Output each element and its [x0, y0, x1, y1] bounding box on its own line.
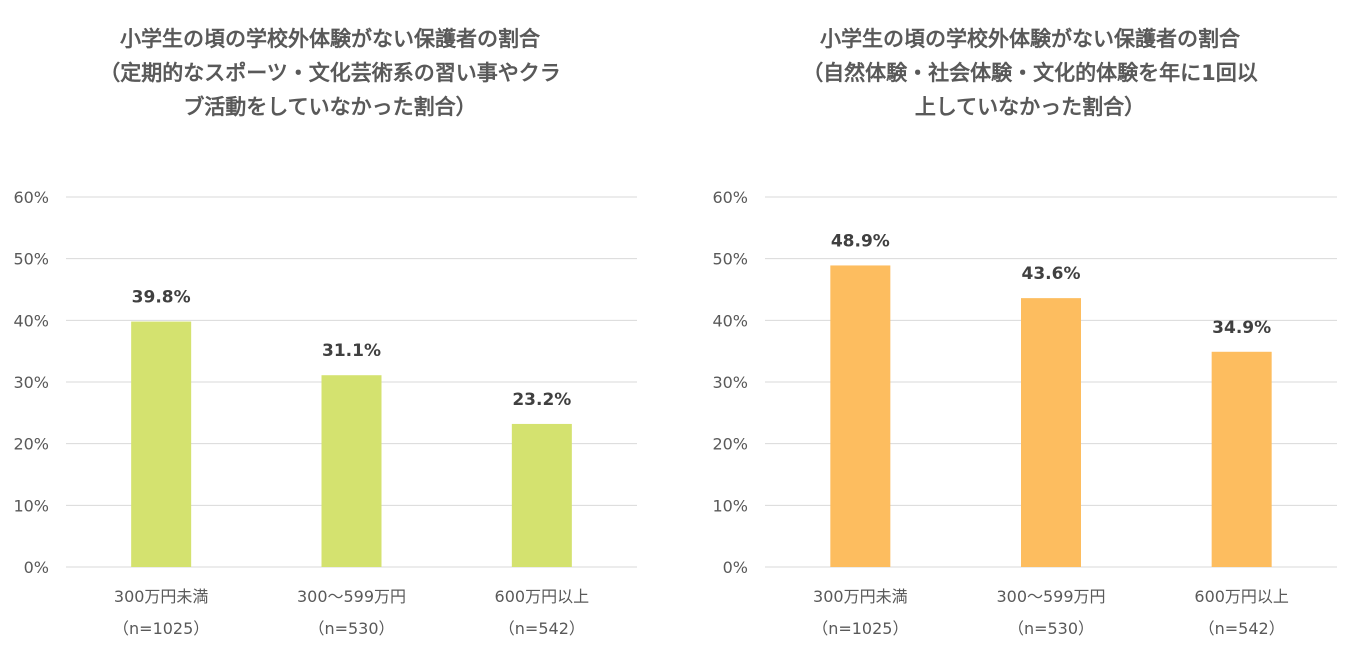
chart-right-title-line-3: 上していなかった割合）: [914, 95, 1146, 119]
chart-left-title-line-1: 小学生の頃の学校外体験がない保護者の割合: [120, 27, 540, 51]
chart-left-title-line-3: ブ活動をしていなかった割合）: [183, 95, 477, 119]
chart-right-bar: [830, 265, 891, 567]
chart-right-ytick-label: 10%: [712, 496, 748, 515]
chart-right-ytick-label: 50%: [712, 250, 748, 269]
chart-right-category-label: 300〜599万円: [996, 587, 1105, 606]
chart-left-ytick-label: 30%: [13, 373, 49, 392]
chart-left-ytick-label: 50%: [13, 250, 49, 269]
chart-right-category-note: （n=530）: [1008, 619, 1094, 638]
chart-right-data-label: 48.9%: [831, 231, 890, 251]
chart-right-ytick-label: 30%: [712, 373, 748, 392]
chart-right-ytick-label: 20%: [712, 435, 748, 454]
chart-right-category-label: 600万円以上: [1194, 587, 1289, 606]
chart-left-category-note: （n=542）: [499, 619, 585, 638]
chart-left-category-label: 300万円未満: [114, 587, 209, 606]
chart-left-category-label: 300〜599万円: [297, 587, 406, 606]
chart-right-plot: 0% 10% 20% 30% 40% 50% 60% 48.9% 300万円未満 （n=1025）…: [712, 188, 1337, 638]
chart-left-plot: 0% 10% 20% 30% 40% 50% 60% 39.8% 300万円未満 （n=1025）…: [13, 188, 637, 638]
chart-right-data-label: 43.6%: [1022, 264, 1081, 284]
chart-right-ytick-label: 60%: [712, 188, 748, 207]
chart-left-bar: [131, 321, 192, 567]
chart-left-category-label: 600万円以上: [495, 587, 590, 606]
chart-left-ytick-label: 0%: [24, 558, 49, 577]
chart-right-title-line-2: （自然体験・社会体験・文化的体験を年に1回以: [802, 61, 1258, 85]
chart-left-bar: [321, 375, 382, 567]
chart-left-data-label: 23.2%: [512, 390, 571, 410]
chart-right-category-note: （n=1025）: [812, 619, 908, 638]
chart-right-ytick-label: 0%: [723, 558, 748, 577]
chart-left-ytick-label: 60%: [13, 188, 49, 207]
chart-left-panel: 小学生の頃の学校外体験がない保護者の割合 （定期的なスポーツ・文化芸術系の習い事…: [13, 22, 637, 638]
chart-right-bar: [1021, 298, 1081, 567]
chart-left-title: 小学生の頃の学校外体験がない保護者の割合 （定期的なスポーツ・文化芸術系の習い事…: [40, 22, 620, 124]
chart-right-title-line-1: 小学生の頃の学校外体験がない保護者の割合: [820, 27, 1240, 51]
chart-left-data-label: 31.1%: [322, 341, 381, 361]
chart-left-ytick-label: 40%: [13, 311, 49, 330]
chart-left-category-note: （n=1025）: [113, 619, 209, 638]
chart-right-ytick-label: 40%: [712, 311, 748, 330]
chart-left-ytick-label: 10%: [13, 496, 49, 515]
chart-right-category-label: 300万円未満: [813, 587, 908, 606]
chart-left-ytick-label: 20%: [13, 435, 49, 454]
chart-right-bar: [1211, 351, 1272, 567]
chart-right-data-label: 34.9%: [1212, 318, 1271, 338]
chart-left-bar: [511, 423, 572, 567]
chart-right-title: 小学生の頃の学校外体験がない保護者の割合 （自然体験・社会体験・文化的体験を年に…: [740, 22, 1320, 124]
chart-right-category-note: （n=542）: [1199, 619, 1285, 638]
chart-right-panel: 小学生の頃の学校外体験がない保護者の割合 （自然体験・社会体験・文化的体験を年に…: [700, 0, 1360, 657]
chart-left-data-label: 39.8%: [132, 288, 191, 308]
chart-left-title-line-2: （定期的なスポーツ・文化芸術系の習い事やクラ: [99, 61, 561, 85]
chart-left-category-note: （n=530）: [308, 619, 394, 638]
